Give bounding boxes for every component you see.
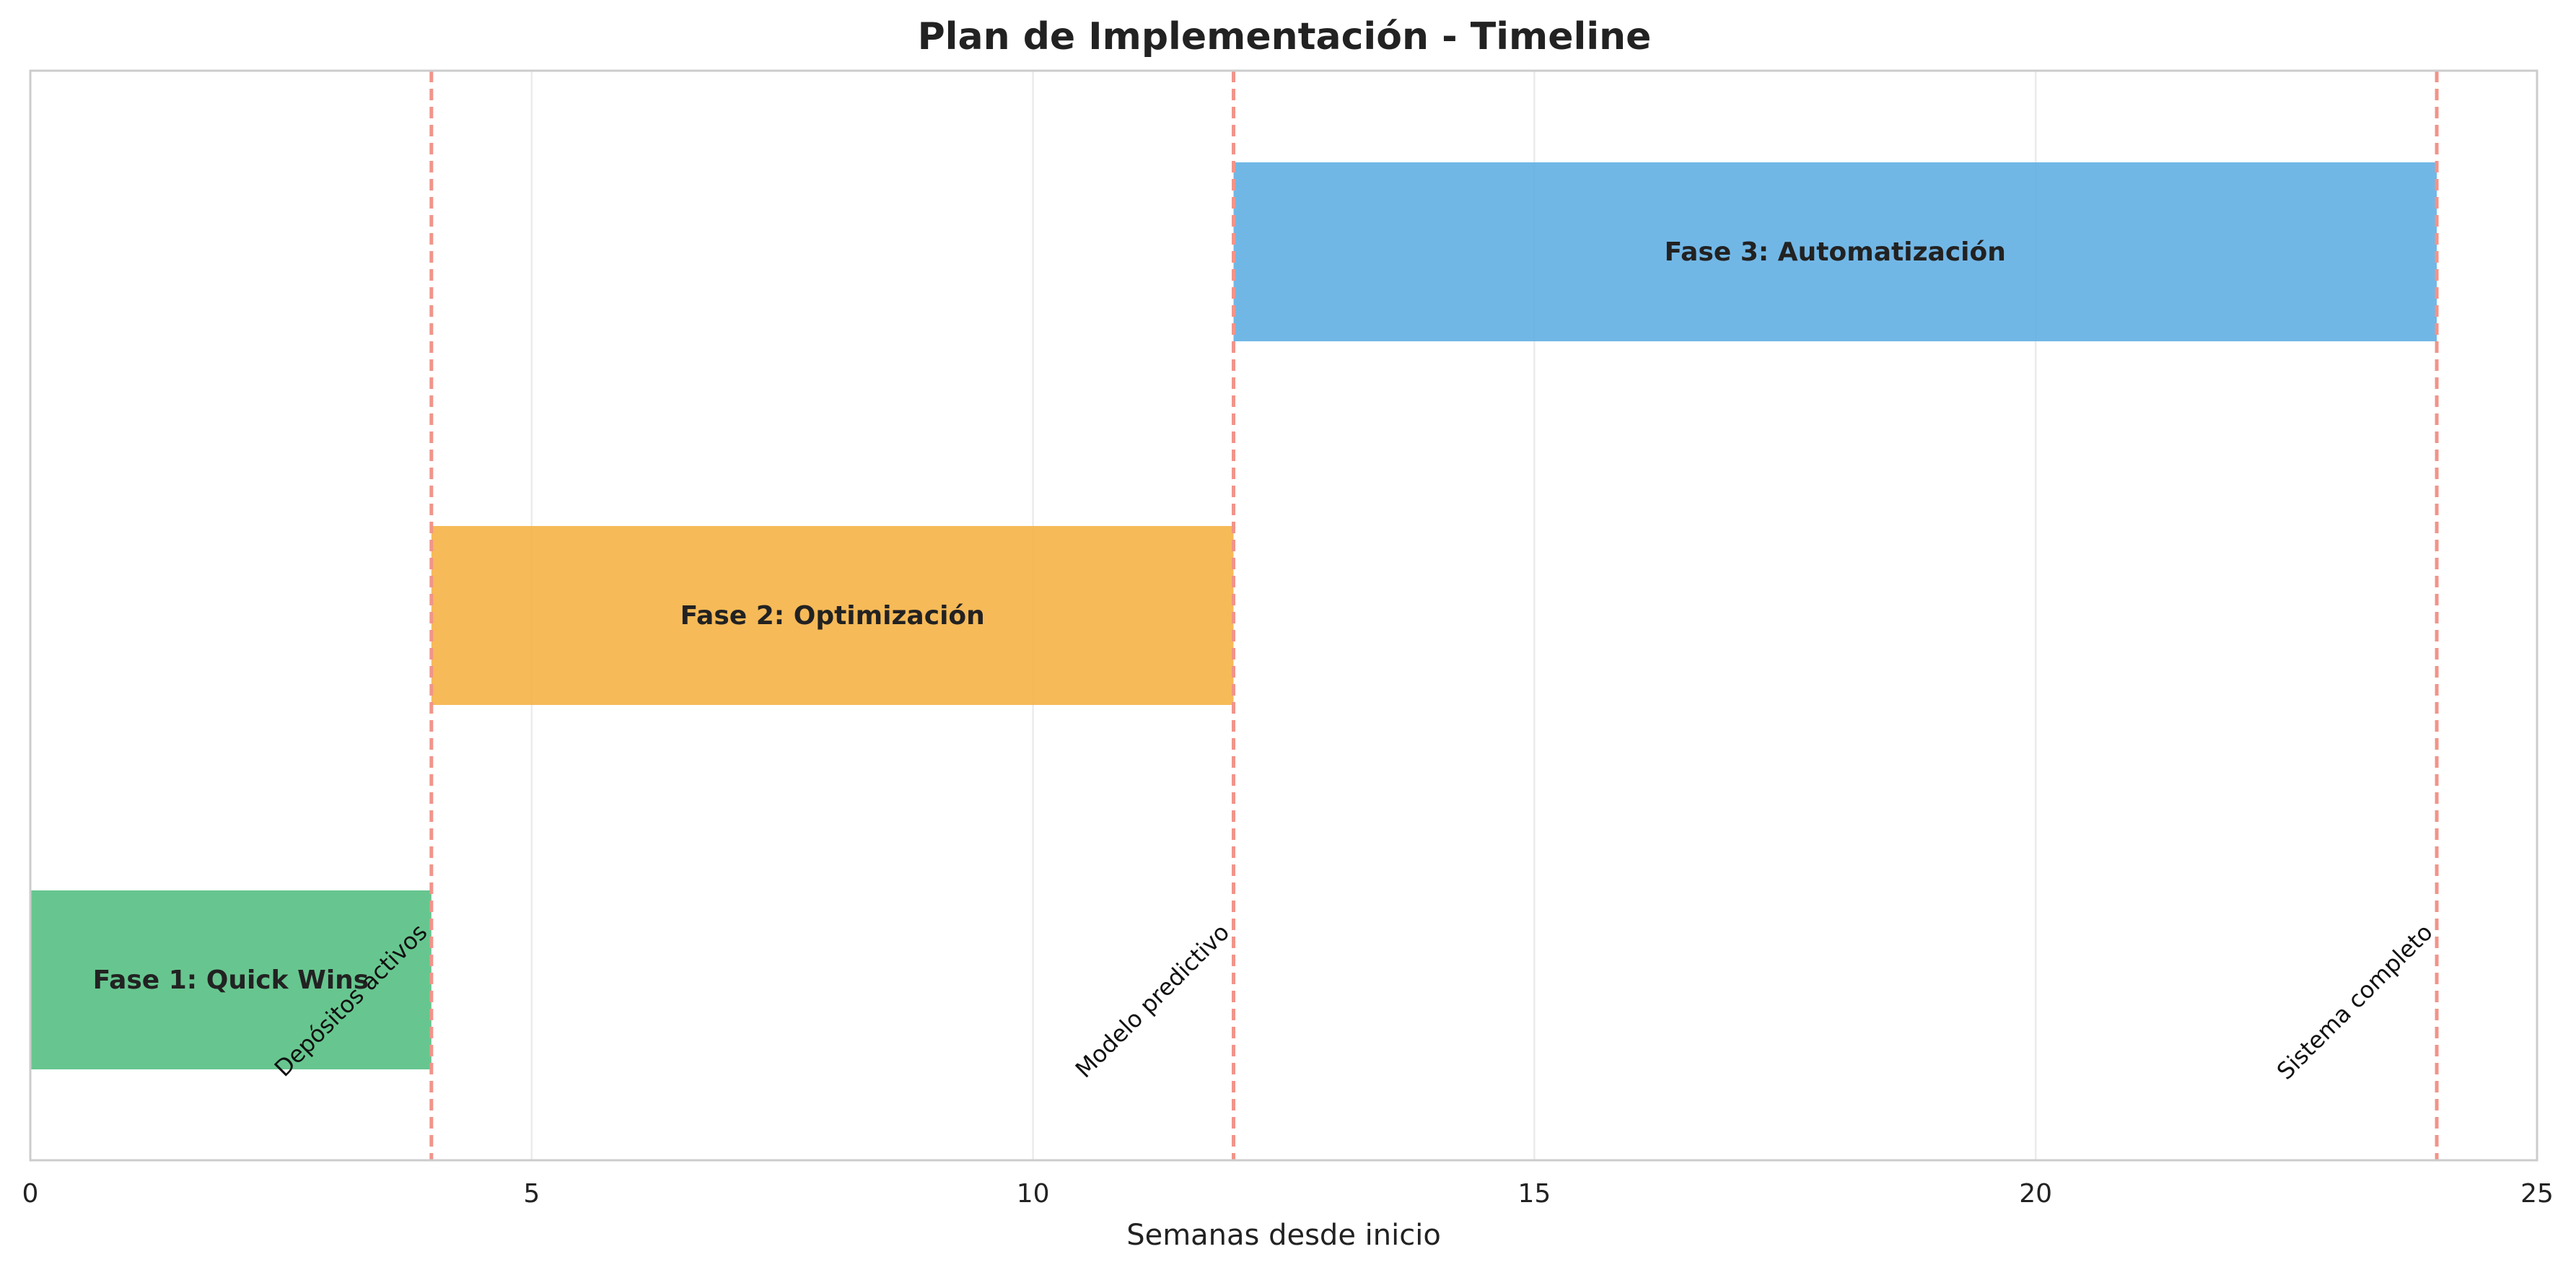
bars-layer: Fase 1: Quick Wins Fase 2: Optimización Fa… (30, 162, 2437, 1069)
phase-bar (30, 890, 431, 1069)
x-ticks-layer: 0 5 10 15 20 25 (22, 1179, 2554, 1209)
milestone-label: Sistema completo (2271, 919, 2438, 1085)
x-tick-label: 10 (1017, 1179, 1050, 1209)
phase-bar (431, 526, 1234, 705)
x-tick-label: 15 (1517, 1179, 1551, 1209)
phase-bar-label: Fase 1: Quick Wins (93, 965, 369, 995)
x-tick-label: 0 (22, 1179, 39, 1209)
x-axis-label: Semanas desde inicio (1126, 1219, 1441, 1252)
phase-bar-label: Fase 2: Optimización (680, 601, 985, 631)
milestone-label: Modelo predictivo (1070, 919, 1235, 1083)
chart-title: Plan de Implementación - Timeline (918, 15, 1652, 58)
phase-bar-label: Fase 3: Automatización (1665, 237, 2006, 267)
x-tick-label: 25 (2520, 1179, 2554, 1209)
x-tick-label: 20 (2019, 1179, 2052, 1209)
phase-bar (1233, 162, 2437, 341)
plot-frame (29, 69, 2538, 1162)
x-tick-label: 5 (523, 1179, 540, 1209)
